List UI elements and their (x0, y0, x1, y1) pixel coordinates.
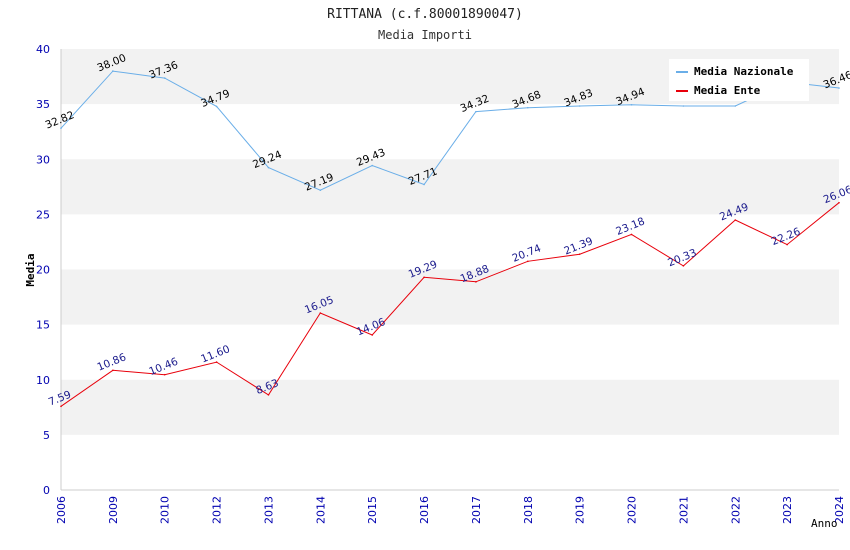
data-point (578, 253, 581, 255)
y-axis-label: Media (24, 253, 37, 286)
x-tick-label: 2024 (833, 496, 846, 524)
chart-title: RITTANA (c.f.80001890047) (327, 7, 523, 22)
data-point (319, 189, 322, 192)
series-line-nazionale (60, 70, 840, 191)
data-point (475, 110, 477, 113)
data-point (163, 373, 166, 376)
data-point (163, 77, 166, 79)
data-point (475, 281, 477, 283)
data-point (682, 265, 685, 267)
data-point (371, 334, 374, 336)
x-tick-label: 2020 (626, 496, 639, 524)
data-label: 10.86 (96, 351, 129, 374)
x-axis-ticks: 2006 2009 2010 2012 2013 2014 2015 2016 2017 2018… (55, 496, 846, 524)
x-tick-label: 2010 (159, 496, 172, 524)
x-tick-label: 2017 (470, 496, 483, 524)
data-point (112, 70, 114, 72)
data-point (734, 219, 737, 221)
y-tick-label: 25 (36, 208, 50, 221)
x-tick-label: 2006 (55, 496, 68, 524)
plot-bands (61, 49, 839, 435)
chart-subtitle: Media Importi (378, 28, 472, 42)
data-point (734, 105, 737, 107)
data-label: 20.33 (666, 247, 698, 269)
plot-band (61, 269, 839, 325)
data-point (527, 260, 529, 263)
y-tick-label: 10 (36, 374, 50, 387)
x-tick-label: 2019 (574, 496, 587, 524)
data-point (267, 166, 270, 169)
data-point (786, 243, 788, 246)
data-point (215, 361, 218, 363)
data-point (682, 105, 685, 107)
data-point (112, 369, 114, 372)
x-tick-label: 2023 (781, 496, 794, 524)
x-tick-label: 2014 (314, 496, 327, 524)
x-tick-label: 2016 (418, 496, 431, 524)
y-tick-label: 0 (43, 484, 50, 497)
legend-box (669, 59, 809, 101)
y-tick-label: 15 (36, 319, 50, 332)
x-tick-label: 2012 (211, 496, 224, 524)
plot-band (61, 159, 839, 215)
y-tick-label: 30 (36, 153, 50, 166)
data-point (838, 201, 840, 204)
data-point (838, 87, 840, 89)
y-tick-label: 20 (36, 264, 50, 277)
data-point (319, 312, 322, 314)
x-tick-label: 2009 (107, 496, 120, 524)
x-tick-label: 2018 (522, 496, 535, 524)
data-point (630, 233, 633, 236)
legend: Media Nazionale Media Ente (669, 59, 809, 101)
x-tick-label: 2022 (729, 496, 742, 524)
x-tick-label: 2013 (262, 496, 275, 524)
legend-label-ente: Media Ente (694, 84, 761, 97)
axes (60, 49, 839, 491)
data-point (60, 405, 62, 408)
data-point (527, 106, 529, 109)
x-axis-label: Anno (811, 517, 838, 530)
data-point (371, 164, 374, 167)
data-point (423, 276, 425, 279)
y-tick-label: 5 (43, 429, 50, 442)
x-tick-label: 2015 (366, 496, 379, 524)
data-point (423, 183, 425, 186)
y-tick-label: 35 (36, 98, 50, 111)
legend-label-nazionale: Media Nazionale (694, 65, 794, 78)
x-tick-label: 2021 (677, 496, 690, 524)
data-point (215, 105, 218, 108)
data-point (267, 394, 270, 396)
data-point (630, 103, 633, 106)
series-layer (60, 70, 840, 408)
y-tick-label: 40 (36, 43, 50, 56)
series-line-ente (60, 202, 840, 407)
data-label: 32.82 (44, 109, 76, 131)
data-point (60, 127, 62, 129)
y-axis-ticks: 0 5 10 15 20 25 30 35 40 (36, 43, 50, 497)
data-point (578, 105, 581, 107)
plot-band (61, 379, 839, 435)
